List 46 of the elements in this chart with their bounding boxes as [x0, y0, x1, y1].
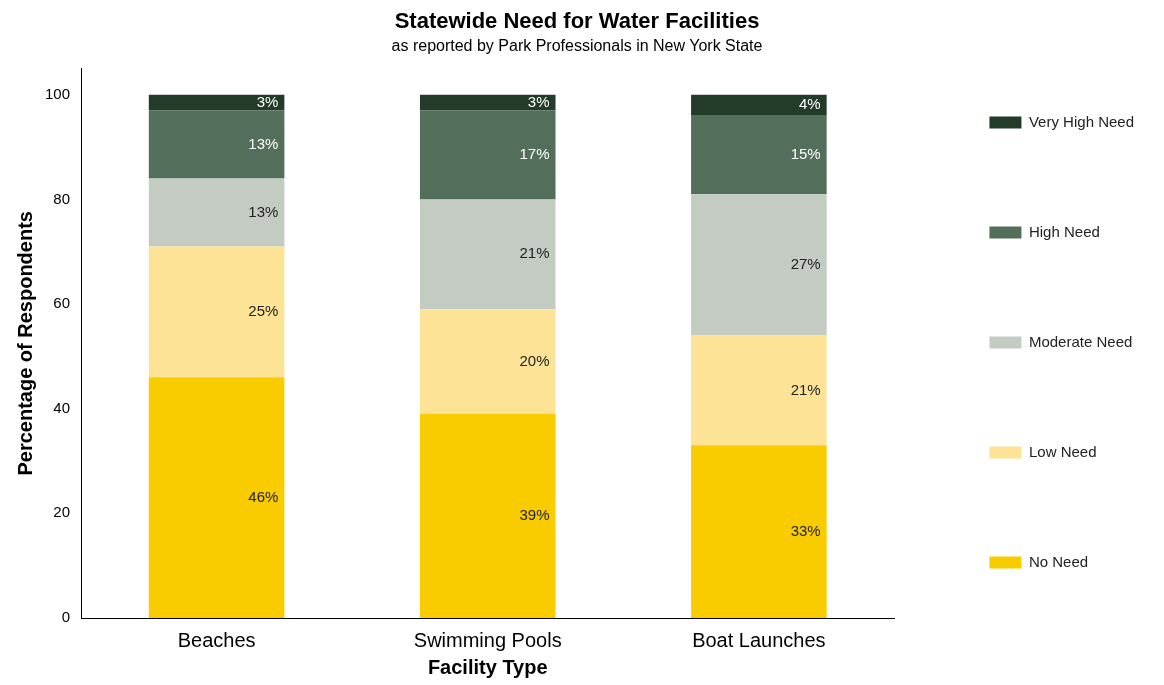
- data-label: 33%: [790, 521, 821, 539]
- data-label: 4%: [798, 95, 821, 113]
- y-tick-label: 100: [45, 84, 71, 102]
- data-label: 21%: [519, 244, 550, 262]
- bar: [419, 199, 556, 310]
- bar: [419, 413, 556, 618]
- bar: [691, 335, 827, 446]
- bar: [148, 377, 285, 618]
- bar: [148, 178, 285, 247]
- data-label: 46%: [248, 487, 279, 505]
- legend-label: No Need: [1028, 552, 1089, 570]
- data-label: 25%: [248, 302, 279, 320]
- data-label: 39%: [519, 506, 550, 524]
- data-label: 13%: [248, 134, 279, 152]
- bar: [691, 115, 827, 195]
- x-tick-label: Boat Launches: [692, 628, 826, 651]
- bar: [148, 246, 285, 378]
- data-label: 20%: [519, 351, 550, 369]
- y-tick-label: 20: [53, 503, 71, 521]
- data-label: 3%: [527, 92, 550, 110]
- y-tick-label: 0: [61, 608, 71, 626]
- data-label: 27%: [790, 254, 821, 272]
- y-tick-label: 80: [53, 189, 71, 207]
- bar: [148, 110, 285, 179]
- bar: [691, 194, 827, 336]
- data-label: 17%: [519, 145, 550, 163]
- data-label: 13%: [248, 202, 279, 220]
- x-tick-label: Beaches: [177, 628, 256, 651]
- legend-label: Moderate Need: [1028, 332, 1133, 350]
- legend-label: High Need: [1028, 222, 1100, 240]
- data-label: 3%: [256, 92, 279, 110]
- bar: [419, 309, 556, 414]
- data-label: 21%: [790, 380, 821, 398]
- legend-label: Very High Need: [1028, 112, 1134, 130]
- chart-subtitle: as reported by Park Professionals in New York State: [391, 37, 763, 55]
- bar: [691, 94, 827, 116]
- y-tick-label: 60: [53, 294, 71, 312]
- y-axis-title: Percentage of Respondents: [13, 211, 36, 476]
- chart-title: Statewide Need for Water Facilities: [394, 8, 760, 34]
- x-axis-title: Facility Type: [427, 655, 548, 678]
- x-tick-label: Swimming Pools: [413, 628, 562, 651]
- bar: [419, 110, 556, 200]
- legend-label: Low Need: [1028, 442, 1097, 460]
- data-label: 15%: [790, 145, 821, 163]
- y-tick-label: 40: [53, 398, 71, 416]
- bar: [691, 445, 827, 618]
